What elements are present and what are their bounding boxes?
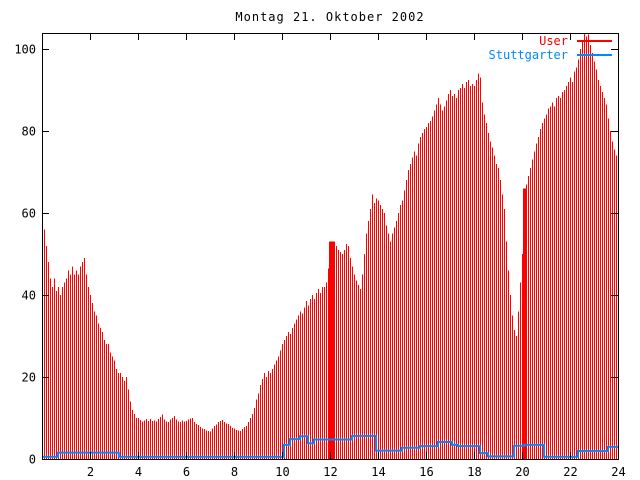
svg-text:0: 0 — [29, 453, 36, 467]
svg-text:22: 22 — [563, 465, 577, 479]
svg-text:18: 18 — [467, 465, 481, 479]
legend-stuttgarter-label: Stuttgarter — [489, 48, 568, 62]
user-bars — [42, 33, 617, 460]
svg-text:16: 16 — [419, 465, 433, 479]
svg-text:40: 40 — [22, 289, 36, 303]
legend-samples — [577, 40, 612, 56]
svg-text:8: 8 — [231, 465, 238, 479]
svg-text:20: 20 — [515, 465, 529, 479]
svg-text:6: 6 — [183, 465, 190, 479]
chart-title: Montag 21. Oktober 2002 — [235, 10, 424, 24]
svg-text:10: 10 — [275, 465, 289, 479]
svg-text:60: 60 — [22, 207, 36, 221]
svg-text:12: 12 — [323, 465, 337, 479]
stuttgarter-line — [42, 434, 618, 458]
svg-text:24: 24 — [611, 465, 625, 479]
svg-text:80: 80 — [22, 125, 36, 139]
tick-marks — [42, 33, 619, 460]
svg-text:100: 100 — [14, 43, 36, 57]
svg-text:20: 20 — [22, 371, 36, 385]
solid-spike-bands — [328, 188, 527, 459]
legend-user-label: User — [539, 34, 568, 48]
svg-text:4: 4 — [135, 465, 142, 479]
svg-text:2: 2 — [87, 465, 94, 479]
svg-text:14: 14 — [371, 465, 385, 479]
